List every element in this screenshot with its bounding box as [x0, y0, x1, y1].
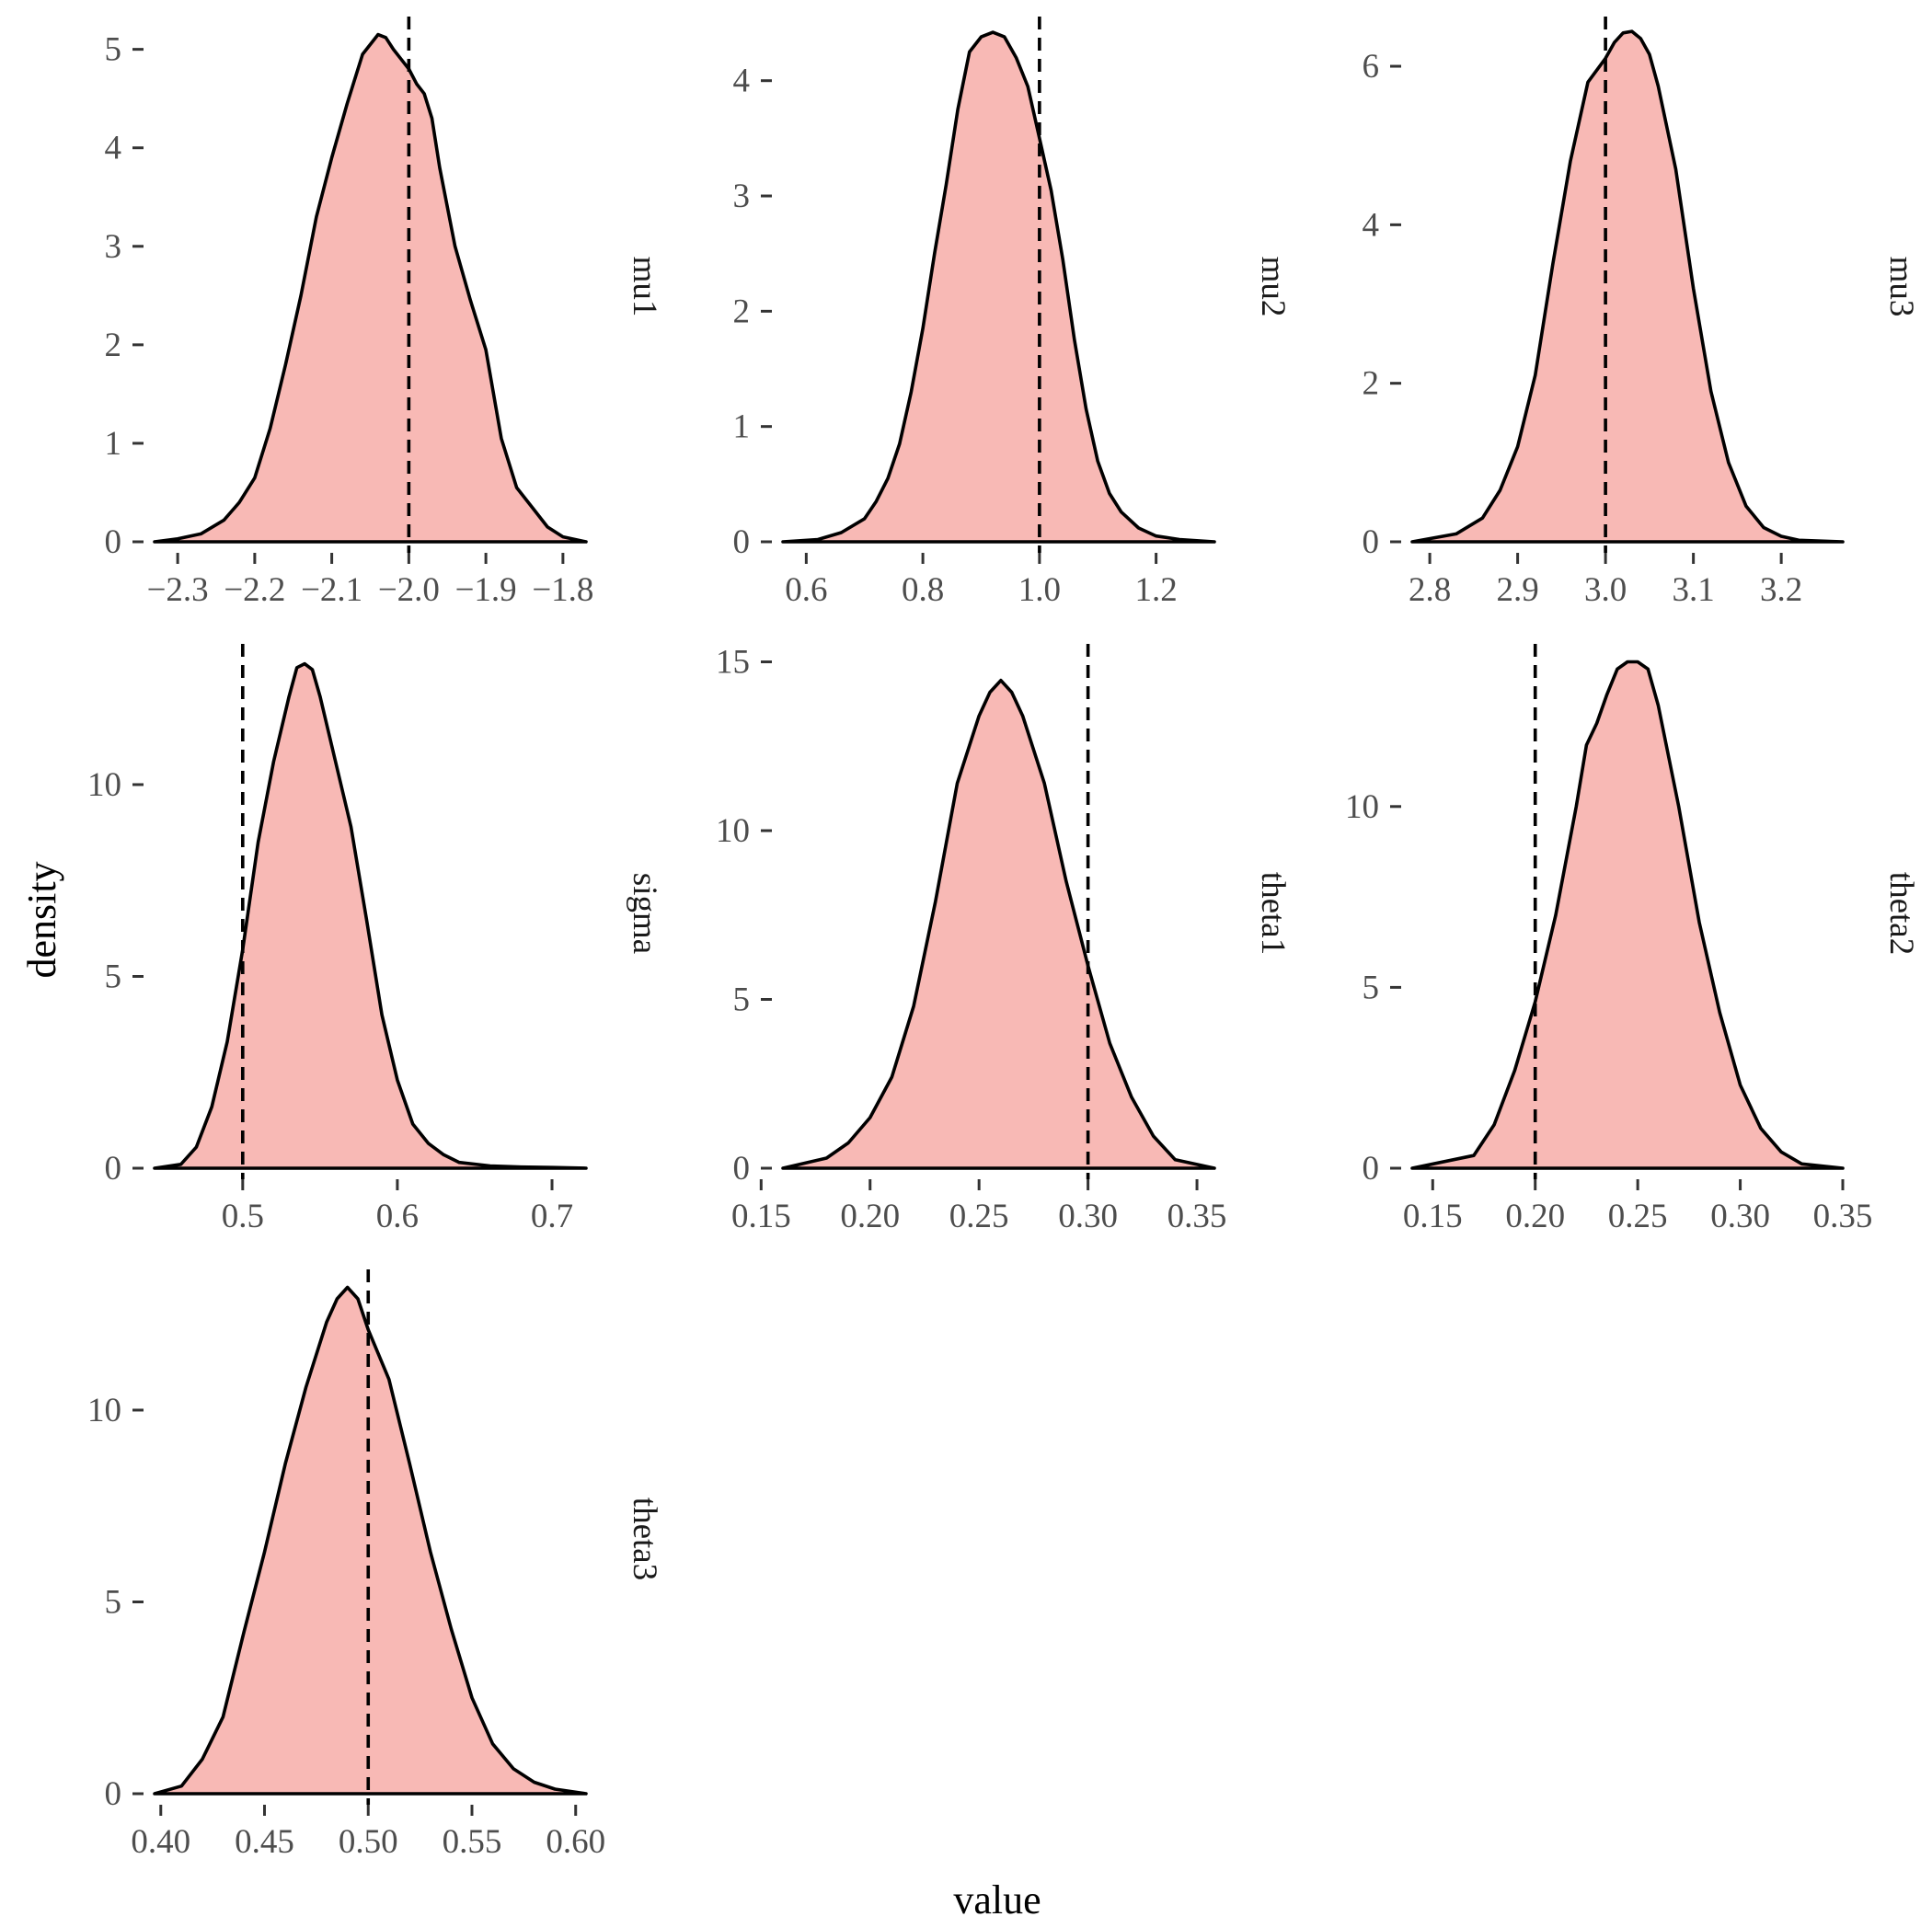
panels: −2.3 −2.2 −2.1 −2.0 −1.9 −1.8 0 1 2 3 4 5 mu1 0.6 0.8 1…: [87, 17, 1920, 1861]
density-area-sigma: [153, 661, 588, 1170]
y-tick-label: 5: [1363, 969, 1380, 1006]
panel-mu1: −2.3 −2.2 −2.1 −2.0 −1.9 −1.8 0 1 2 3 4 5 mu1: [105, 17, 663, 609]
x-tick-label: 0.30: [1058, 1198, 1118, 1235]
x-tick-label: 0.45: [235, 1823, 294, 1861]
y-axis-title: density: [19, 861, 64, 978]
density-area-mu3: [1410, 29, 1845, 544]
x-tick-label: −1.8: [532, 571, 593, 609]
x-tick-label: 0.60: [546, 1823, 605, 1861]
x-tick-label: 0.6: [376, 1198, 419, 1235]
y-tick-label: 4: [1363, 206, 1380, 244]
y-tick-label: 0: [733, 1150, 751, 1188]
x-tick-label: 0.35: [1813, 1198, 1873, 1235]
x-tick-label: 0.25: [1608, 1198, 1668, 1235]
x-tick-label: 0.15: [1403, 1198, 1463, 1235]
x-tick-label: 2.9: [1496, 571, 1538, 609]
panel-theta2: 0.15 0.20 0.25 0.30 0.35 0 5 10 theta2: [1345, 644, 1920, 1235]
y-tick-label: 0: [1363, 523, 1380, 561]
density-area-theta3: [153, 1285, 588, 1796]
panel-theta1: 0.15 0.20 0.25 0.30 0.35 0 5 10 15 theta1: [716, 644, 1292, 1235]
y-tick-label: 0: [733, 523, 751, 561]
y-tick-label: 0: [105, 523, 122, 561]
x-tick-label: 1.2: [1134, 571, 1177, 609]
density-area-mu2: [781, 30, 1216, 544]
x-axis-title: value: [953, 1877, 1041, 1922]
x-tick-label: 0.8: [902, 571, 944, 609]
x-tick-label: 3.2: [1760, 571, 1802, 609]
x-tick-label: 0.20: [840, 1198, 900, 1235]
y-tick-label: 2: [105, 327, 122, 364]
y-tick-label: 5: [733, 981, 751, 1019]
y-tick-label: 0: [105, 1775, 122, 1813]
facet-label-mu1: mu1: [626, 257, 663, 317]
y-tick-label: 10: [87, 1392, 121, 1429]
x-tick-label: −2.3: [147, 571, 209, 609]
x-tick-label: −2.1: [301, 571, 362, 609]
x-tick-label: 0.7: [531, 1198, 573, 1235]
x-tick-label: −2.0: [378, 571, 440, 609]
facet-label-mu3: mu3: [1882, 257, 1920, 317]
facet-label-theta1: theta1: [1254, 872, 1292, 955]
x-tick-label: 3.0: [1584, 571, 1627, 609]
y-tick-label: 3: [733, 178, 751, 215]
y-tick-label: 10: [1345, 788, 1379, 826]
panel-sigma: 0.5 0.6 0.7 0 5 10 sigma: [87, 644, 663, 1235]
x-tick-label: 0.20: [1505, 1198, 1565, 1235]
y-tick-label: 15: [716, 644, 750, 682]
facet-label-mu2: mu2: [1254, 257, 1292, 317]
facet-label-theta2: theta2: [1882, 872, 1920, 955]
x-tick-label: 0.25: [949, 1198, 1009, 1235]
x-tick-label: 0.40: [131, 1823, 190, 1861]
x-tick-label: 0.5: [222, 1198, 264, 1235]
panel-mu2: 0.6 0.8 1.0 1.2 0 1 2 3 4 mu2: [733, 17, 1292, 609]
facet-label-theta3: theta3: [626, 1498, 663, 1580]
x-tick-label: −2.2: [224, 571, 285, 609]
y-tick-label: 10: [87, 766, 121, 804]
x-tick-label: 3.1: [1673, 571, 1715, 609]
x-tick-label: 0.55: [443, 1823, 502, 1861]
x-tick-label: 0.30: [1710, 1198, 1770, 1235]
y-tick-label: 5: [105, 1583, 122, 1621]
y-tick-label: 5: [105, 31, 122, 69]
y-tick-label: 1: [733, 408, 751, 446]
facet-label-sigma: sigma: [626, 873, 663, 954]
y-tick-label: 5: [105, 958, 122, 995]
y-tick-label: 10: [716, 812, 750, 850]
x-tick-label: 1.0: [1018, 571, 1061, 609]
density-area-theta2: [1410, 660, 1845, 1170]
y-tick-label: 4: [105, 130, 122, 167]
x-tick-label: 0.50: [339, 1823, 398, 1861]
density-area-mu1: [153, 32, 588, 544]
y-tick-label: 0: [1363, 1150, 1380, 1188]
y-tick-label: 2: [733, 293, 751, 330]
y-tick-label: 6: [1363, 48, 1380, 86]
x-tick-label: 2.8: [1409, 571, 1451, 609]
panel-theta3: 0.40 0.45 0.50 0.55 0.60 0 5 10 theta3: [87, 1269, 663, 1861]
panel-mu3: 2.8 2.9 3.0 3.1 3.2 0 2 4 6 mu3: [1363, 17, 1920, 609]
x-tick-label: 0.6: [785, 571, 827, 609]
x-tick-label: 0.15: [731, 1198, 791, 1235]
y-tick-label: 0: [105, 1150, 122, 1188]
y-tick-label: 2: [1363, 365, 1380, 403]
y-tick-label: 1: [105, 425, 122, 463]
x-tick-label: 0.35: [1167, 1198, 1227, 1235]
density-area-theta1: [781, 678, 1216, 1170]
x-tick-label: −1.9: [455, 571, 517, 609]
y-tick-label: 4: [733, 63, 751, 100]
y-tick-label: 3: [105, 228, 122, 266]
